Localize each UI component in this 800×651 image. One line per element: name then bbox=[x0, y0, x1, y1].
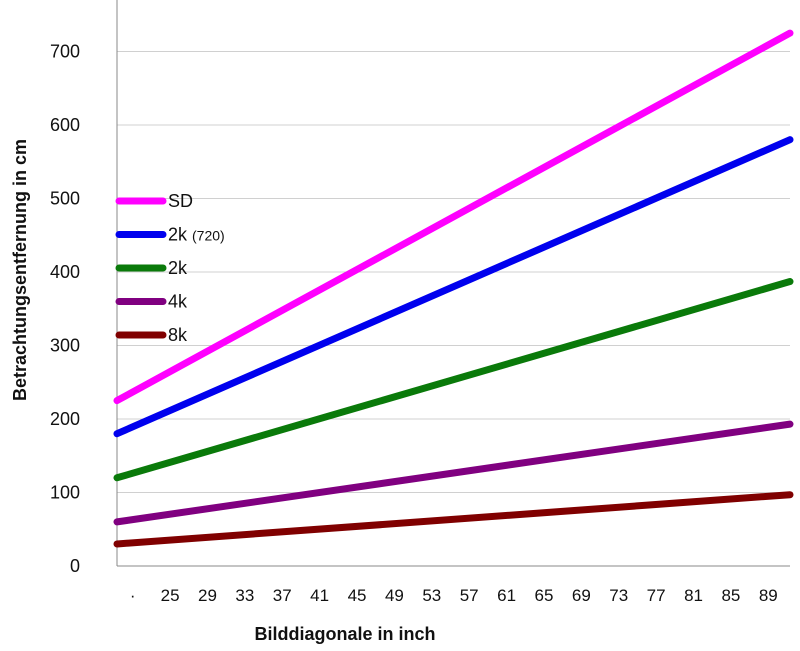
y-tick-labels: 0 100 200 300 400 500 600 700 bbox=[50, 41, 80, 576]
y-tick-label: 600 bbox=[50, 115, 80, 135]
y-tick-label: 200 bbox=[50, 409, 80, 429]
x-tick-label: 41 bbox=[310, 586, 329, 605]
series-line-1 bbox=[113, 136, 794, 438]
x-tick-label: 37 bbox=[273, 586, 292, 605]
y-tick-label: 500 bbox=[50, 188, 80, 208]
x-tick-labels: · 25 29 33 37 41 45 49 53 57 61 65 69 73 77 81 85 89 bbox=[130, 586, 778, 605]
series-line-2 bbox=[113, 278, 794, 482]
y-tick-label: 400 bbox=[50, 262, 80, 282]
x-tick-label: 65 bbox=[535, 586, 554, 605]
x-tick-label: · bbox=[130, 586, 136, 605]
series-lines bbox=[113, 29, 794, 548]
legend-label-name: 2k bbox=[168, 258, 188, 278]
x-tick-label: 33 bbox=[235, 586, 254, 605]
x-axis-title: Bilddiagonale in inch bbox=[254, 624, 435, 644]
legend-label: 2k (720) bbox=[168, 225, 225, 245]
y-tick-label: 100 bbox=[50, 482, 80, 502]
legend-label: 8k bbox=[168, 325, 188, 345]
x-tick-label: 73 bbox=[609, 586, 628, 605]
x-tick-label: 89 bbox=[759, 586, 778, 605]
x-tick-label: 25 bbox=[161, 586, 180, 605]
legend-label: SD bbox=[168, 191, 193, 211]
legend-label-name: 4k bbox=[168, 292, 188, 312]
x-tick-label: 45 bbox=[348, 586, 367, 605]
y-axis-title: Betrachtungsentfernung in cm bbox=[10, 139, 30, 401]
legend-label-name: SD bbox=[168, 191, 193, 211]
legend-label: 2k bbox=[168, 258, 188, 278]
x-tick-label: 49 bbox=[385, 586, 404, 605]
x-tick-label: 69 bbox=[572, 586, 591, 605]
x-tick-label: 85 bbox=[721, 586, 740, 605]
gridlines bbox=[117, 50, 790, 493]
y-tick-label: 0 bbox=[70, 556, 80, 576]
y-tick-label: 700 bbox=[50, 41, 80, 61]
legend-label-sub: (720) bbox=[192, 228, 225, 244]
x-tick-label: 57 bbox=[460, 586, 479, 605]
y-tick-label: 300 bbox=[50, 335, 80, 355]
legend-label-name: 2k bbox=[168, 225, 188, 245]
series-line-3 bbox=[113, 420, 794, 526]
x-tick-label: 53 bbox=[422, 586, 441, 605]
legend-label-name: 8k bbox=[168, 325, 188, 345]
x-tick-label: 77 bbox=[647, 586, 666, 605]
x-tick-label: 81 bbox=[684, 586, 703, 605]
x-tick-label: 61 bbox=[497, 586, 516, 605]
series-line-4 bbox=[113, 491, 794, 548]
legend-label: 4k bbox=[168, 292, 188, 312]
x-tick-label: 29 bbox=[198, 586, 217, 605]
series-line-0 bbox=[113, 29, 794, 405]
